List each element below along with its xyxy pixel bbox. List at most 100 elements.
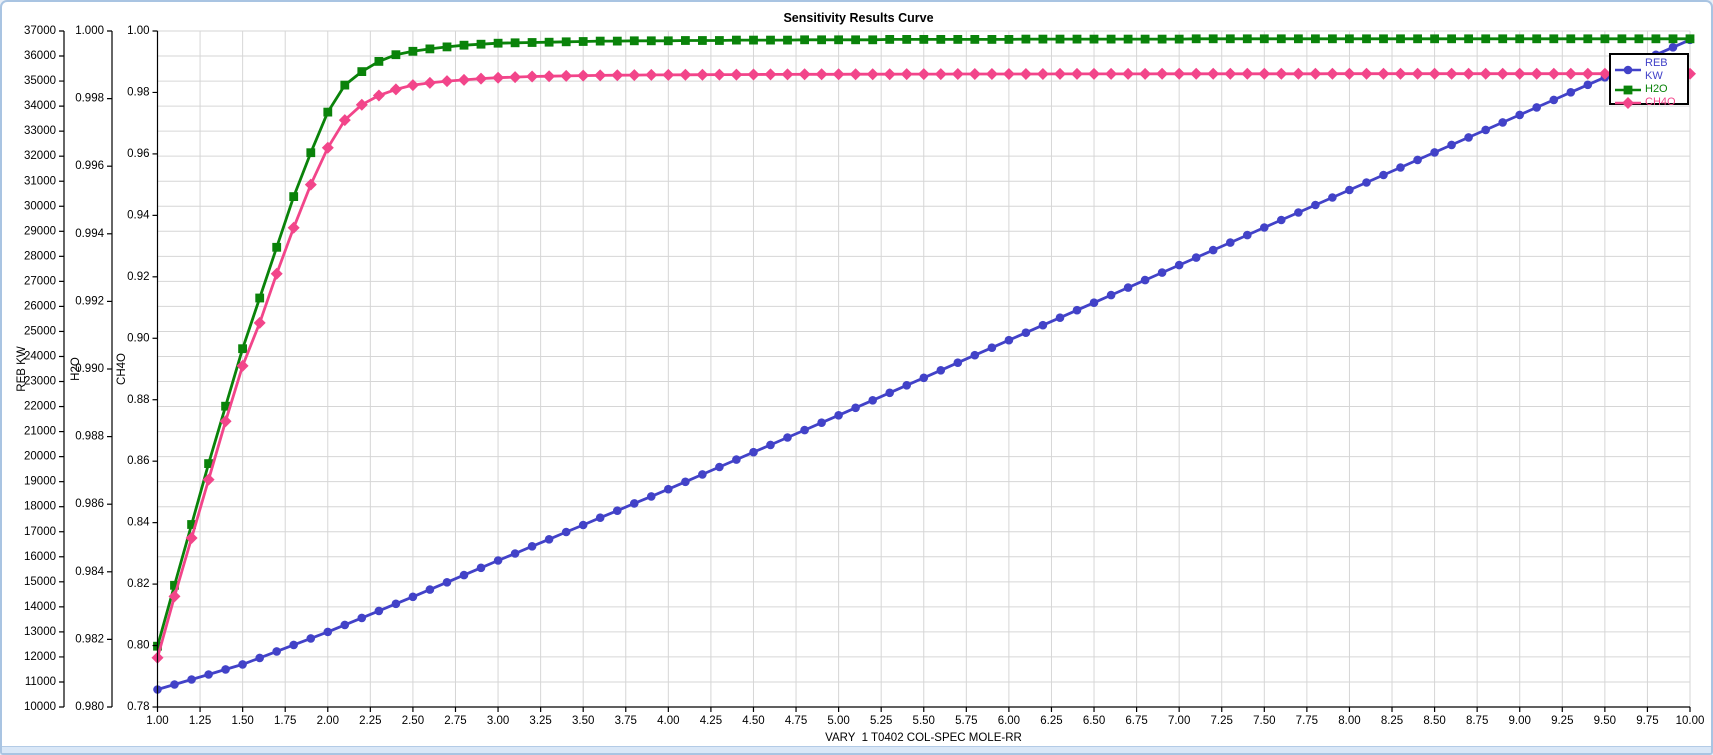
svg-text:0.984: 0.984 [75, 566, 104, 578]
svg-text:33000: 33000 [24, 125, 56, 137]
svg-text:20000: 20000 [24, 451, 56, 463]
svg-text:5.25: 5.25 [870, 715, 892, 727]
y-axis-title-h2o: H2O [70, 357, 82, 381]
svg-text:10.00: 10.00 [1676, 715, 1705, 727]
svg-text:9.50: 9.50 [1594, 715, 1616, 727]
svg-text:0.82: 0.82 [127, 578, 149, 590]
svg-text:8.25: 8.25 [1381, 715, 1403, 727]
svg-text:7.75: 7.75 [1296, 715, 1318, 727]
svg-text:0.988: 0.988 [75, 431, 104, 443]
svg-text:29000: 29000 [24, 225, 56, 237]
x-axis-title: VARY 1 T0402 COL-SPEC MOLE-RR [825, 732, 1022, 744]
svg-text:3.50: 3.50 [572, 715, 594, 727]
svg-text:0.998: 0.998 [75, 93, 104, 105]
series-reb-kw [153, 35, 1695, 694]
svg-text:32000: 32000 [24, 150, 56, 162]
svg-text:1.50: 1.50 [231, 715, 253, 727]
svg-text:17000: 17000 [24, 526, 56, 538]
svg-text:0.996: 0.996 [75, 160, 104, 172]
svg-text:12000: 12000 [24, 651, 56, 663]
svg-text:0.982: 0.982 [75, 633, 104, 645]
svg-text:26000: 26000 [24, 300, 56, 312]
svg-text:0.980: 0.980 [75, 701, 104, 713]
svg-text:13000: 13000 [24, 626, 56, 638]
svg-text:5.75: 5.75 [955, 715, 977, 727]
svg-text:5.00: 5.00 [827, 715, 849, 727]
svg-text:2.25: 2.25 [359, 715, 381, 727]
svg-text:7.25: 7.25 [1211, 715, 1233, 727]
svg-text:4.25: 4.25 [700, 715, 722, 727]
svg-text:1.00: 1.00 [127, 25, 149, 37]
legend-item-h2o[interactable]: H2O [1614, 83, 1684, 96]
svg-text:0.990: 0.990 [75, 363, 104, 375]
svg-text:0.80: 0.80 [127, 640, 149, 652]
svg-text:22000: 22000 [24, 401, 56, 413]
svg-text:27000: 27000 [24, 275, 56, 287]
svg-text:1.000: 1.000 [75, 25, 104, 37]
legend-item-ch4o[interactable]: CH4O [1614, 96, 1684, 109]
legend-item-reb-kw[interactable]: REB KW [1614, 57, 1684, 83]
svg-text:3.75: 3.75 [615, 715, 637, 727]
svg-text:8.50: 8.50 [1423, 715, 1445, 727]
svg-text:10000: 10000 [24, 701, 56, 713]
svg-text:1.00: 1.00 [146, 715, 168, 727]
svg-text:4.00: 4.00 [657, 715, 679, 727]
svg-text:7.50: 7.50 [1253, 715, 1275, 727]
svg-text:11000: 11000 [25, 676, 56, 688]
svg-text:0.90: 0.90 [127, 332, 149, 344]
svg-text:18000: 18000 [24, 501, 56, 513]
legend-label-ch4o: CH4O [1645, 96, 1676, 108]
svg-text:4.75: 4.75 [785, 715, 807, 727]
legend: REB KW H2O CH4O [1609, 53, 1689, 109]
svg-text:6.50: 6.50 [1083, 715, 1105, 727]
svg-text:2.00: 2.00 [317, 715, 339, 727]
ch4o-line-marker-icon [1615, 96, 1641, 109]
svg-text:0.94: 0.94 [127, 209, 150, 221]
svg-text:0.86: 0.86 [127, 455, 149, 467]
svg-text:0.986: 0.986 [75, 498, 104, 510]
svg-text:31000: 31000 [24, 175, 56, 187]
svg-text:0.78: 0.78 [127, 701, 149, 713]
svg-text:28000: 28000 [24, 250, 56, 262]
h2o-line-marker-icon [1615, 85, 1641, 94]
svg-text:21000: 21000 [24, 426, 56, 438]
svg-text:24000: 24000 [24, 351, 56, 363]
svg-text:0.994: 0.994 [75, 228, 104, 240]
svg-text:6.00: 6.00 [998, 715, 1020, 727]
svg-text:4.50: 4.50 [742, 715, 764, 727]
gridlines [157, 30, 1691, 707]
svg-text:0.96: 0.96 [127, 148, 149, 160]
legend-label-reb-kw: REB KW [1645, 57, 1668, 82]
svg-text:23000: 23000 [24, 376, 56, 388]
svg-text:16000: 16000 [24, 551, 56, 563]
svg-text:6.75: 6.75 [1125, 715, 1147, 727]
series-h2o [153, 34, 1695, 651]
svg-text:36000: 36000 [24, 50, 56, 62]
svg-text:0.84: 0.84 [127, 517, 150, 529]
svg-text:9.75: 9.75 [1636, 715, 1658, 727]
svg-text:2.75: 2.75 [444, 715, 466, 727]
svg-text:9.00: 9.00 [1509, 715, 1531, 727]
svg-text:0.992: 0.992 [75, 295, 104, 307]
svg-text:8.75: 8.75 [1466, 715, 1488, 727]
svg-text:0.88: 0.88 [127, 394, 149, 406]
svg-text:2.50: 2.50 [402, 715, 424, 727]
axes: 1.00 1.25 1.50 1.75 2.00 2.25 2.50 2.75 3.00 3.25… [24, 25, 1704, 727]
svg-text:3.00: 3.00 [487, 715, 509, 727]
svg-text:3.25: 3.25 [529, 715, 551, 727]
svg-text:8.00: 8.00 [1338, 715, 1360, 727]
svg-text:15000: 15000 [24, 576, 56, 588]
svg-text:5.50: 5.50 [913, 715, 935, 727]
svg-text:0.92: 0.92 [127, 271, 149, 283]
svg-text:19000: 19000 [24, 476, 56, 488]
chart-title: Sensitivity Results Curve [783, 11, 934, 25]
svg-text:25000: 25000 [24, 325, 56, 337]
svg-text:1.75: 1.75 [274, 715, 296, 727]
legend-label-h2o: H2O [1645, 83, 1668, 95]
svg-text:35000: 35000 [24, 75, 56, 87]
svg-text:34000: 34000 [24, 100, 56, 112]
y-axis-title-reb-kw: REB KW [16, 346, 28, 392]
y-axis-title-ch4o: CH4O [116, 353, 128, 385]
